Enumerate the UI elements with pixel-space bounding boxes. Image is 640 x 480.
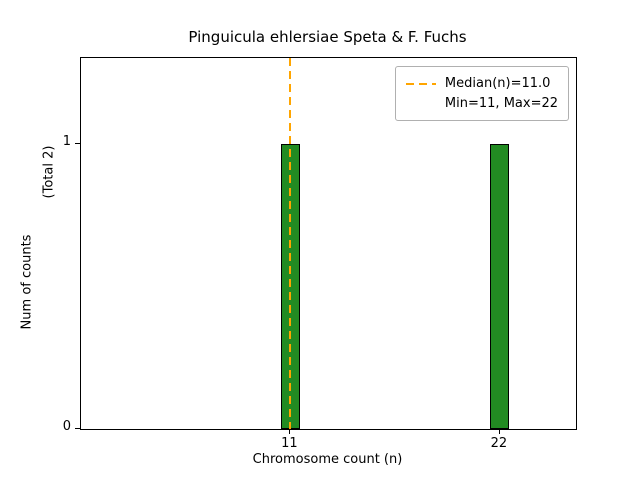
legend-entry-median: Median(n)=11.0 [405,74,558,94]
y-tick-mark [75,428,80,429]
x-axis-label: Chromosome count (n) [252,452,403,467]
legend-entry-minmax: Min=11, Max=22 [406,94,558,114]
y-axis-total-label: (Total 2) [41,145,57,199]
y-tick-mark [75,142,80,144]
bar [490,143,510,429]
x-tick-label: 11 [281,436,298,451]
legend: Median(n)=11.0 Min=11, Max=22 [394,66,569,121]
median-line [289,58,292,429]
legend-minmax-label: Min=11, Max=22 [444,95,558,111]
median-line-sample-icon [405,82,436,85]
y-axis-label: Num of counts [19,234,35,330]
x-tick-mark [289,429,291,434]
y-tick-label: 1 [62,133,71,149]
plot-area: Median(n)=11.0 Min=11, Max=22 [80,57,577,430]
chart-title: Pinguicula ehlersiae Speta & F. Fuchs [188,28,467,46]
x-tick-label: 22 [490,436,508,451]
legend-median-label: Median(n)=11.0 [444,76,551,91]
y-tick-label: 0 [62,419,71,434]
x-tick-mark [498,429,500,434]
